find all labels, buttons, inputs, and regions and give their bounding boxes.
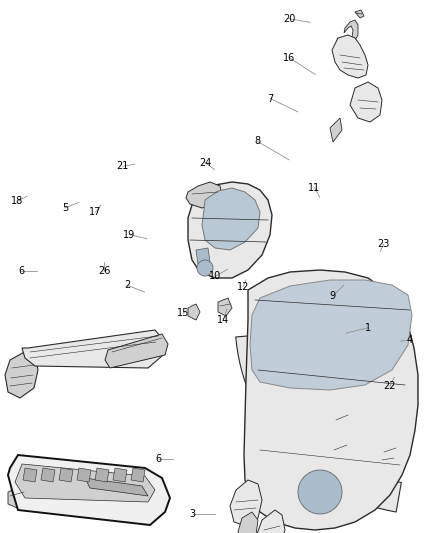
Text: 5: 5 [62, 203, 68, 213]
Polygon shape [15, 464, 155, 502]
Polygon shape [41, 468, 55, 482]
Polygon shape [196, 248, 210, 264]
Text: 18: 18 [11, 197, 24, 206]
Polygon shape [230, 480, 262, 526]
Text: 6: 6 [18, 266, 24, 276]
Text: 1: 1 [365, 323, 371, 333]
Text: 4: 4 [406, 335, 413, 345]
Circle shape [197, 260, 213, 276]
Text: 8: 8 [254, 136, 260, 146]
Text: 23: 23 [378, 239, 390, 249]
Polygon shape [202, 188, 260, 250]
Polygon shape [244, 270, 418, 530]
Text: 11: 11 [308, 183, 321, 192]
Polygon shape [378, 432, 402, 478]
Polygon shape [350, 82, 382, 122]
Text: 24: 24 [199, 158, 211, 167]
Polygon shape [337, 20, 358, 48]
Polygon shape [282, 272, 298, 292]
Text: 2: 2 [124, 280, 130, 290]
Text: 21: 21 [117, 161, 129, 171]
Polygon shape [5, 350, 38, 398]
Polygon shape [332, 35, 368, 78]
Polygon shape [218, 298, 232, 316]
Text: 22: 22 [384, 382, 396, 391]
Polygon shape [355, 10, 364, 18]
Text: 3: 3 [190, 510, 196, 519]
Text: 16: 16 [283, 53, 295, 62]
Text: 7: 7 [268, 94, 274, 103]
Polygon shape [105, 334, 168, 368]
Polygon shape [238, 512, 258, 533]
Polygon shape [330, 118, 342, 142]
Polygon shape [23, 468, 37, 482]
Polygon shape [236, 334, 401, 512]
Text: 9: 9 [330, 291, 336, 301]
Polygon shape [85, 478, 148, 496]
Polygon shape [59, 468, 73, 482]
Polygon shape [250, 280, 412, 390]
Polygon shape [113, 468, 127, 482]
Circle shape [298, 470, 342, 514]
Polygon shape [257, 510, 285, 533]
Polygon shape [186, 182, 222, 208]
Text: 10: 10 [209, 271, 222, 281]
Polygon shape [77, 468, 91, 482]
Text: 20: 20 [283, 14, 295, 23]
Polygon shape [8, 486, 26, 510]
Polygon shape [8, 455, 170, 525]
Text: 6: 6 [155, 455, 162, 464]
Polygon shape [308, 340, 330, 370]
Text: 19: 19 [123, 230, 135, 239]
Text: 17: 17 [89, 207, 102, 217]
Polygon shape [131, 468, 145, 482]
Text: 14: 14 [217, 315, 230, 325]
Polygon shape [188, 182, 272, 278]
Polygon shape [22, 330, 165, 368]
Text: 26: 26 [98, 266, 110, 276]
Polygon shape [188, 304, 200, 320]
Polygon shape [330, 360, 352, 510]
Text: 15: 15 [177, 309, 189, 318]
Polygon shape [95, 468, 109, 482]
Text: 12: 12 [237, 282, 249, 292]
